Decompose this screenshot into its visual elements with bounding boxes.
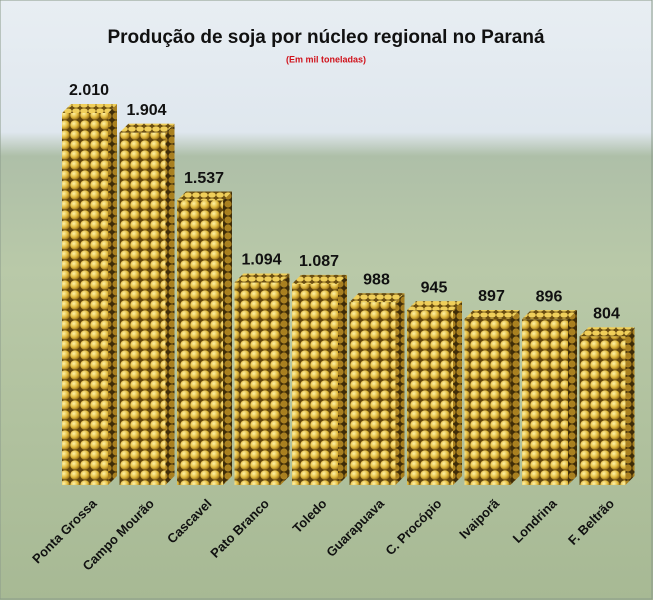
bar-side bbox=[568, 310, 577, 485]
bar bbox=[579, 336, 626, 485]
bar-top bbox=[292, 274, 347, 284]
chart-subtitle: (Em mil toneladas) bbox=[286, 54, 366, 64]
bar-side bbox=[108, 104, 117, 485]
value-label: 897 bbox=[478, 288, 505, 305]
value-label: 896 bbox=[536, 288, 563, 305]
bar-top bbox=[349, 293, 405, 303]
bar-side bbox=[395, 293, 405, 485]
chart-title: Produção de soja por núcleo regional no … bbox=[107, 27, 545, 48]
bar bbox=[119, 132, 166, 485]
value-label: 1.087 bbox=[299, 253, 339, 270]
bar bbox=[177, 200, 223, 486]
bar-top bbox=[407, 301, 462, 311]
bar bbox=[234, 282, 281, 485]
value-label: 1.537 bbox=[184, 170, 224, 187]
bar-side bbox=[510, 309, 520, 485]
bar-top bbox=[119, 123, 175, 133]
value-label: 1.904 bbox=[126, 102, 166, 119]
bar-top bbox=[177, 191, 232, 201]
bar-side bbox=[280, 273, 290, 485]
bar bbox=[62, 113, 108, 485]
value-label: 988 bbox=[363, 271, 390, 288]
bar-top bbox=[464, 309, 520, 319]
bar-top bbox=[579, 327, 635, 337]
bar-top bbox=[234, 273, 290, 283]
bar-side bbox=[338, 274, 347, 485]
bar bbox=[464, 318, 511, 485]
bar-side bbox=[165, 123, 175, 485]
bar bbox=[292, 283, 338, 485]
value-label: 945 bbox=[421, 279, 448, 296]
bar bbox=[522, 319, 568, 485]
value-label: 1.094 bbox=[241, 252, 281, 269]
bar-top bbox=[522, 310, 577, 320]
bar-top bbox=[62, 104, 117, 113]
bar-side bbox=[453, 301, 462, 485]
bar-side bbox=[625, 327, 635, 485]
value-label: 2.010 bbox=[69, 82, 109, 99]
bar bbox=[407, 310, 453, 485]
value-label: 804 bbox=[593, 305, 620, 322]
bar-side bbox=[223, 191, 232, 486]
bar bbox=[349, 302, 396, 485]
